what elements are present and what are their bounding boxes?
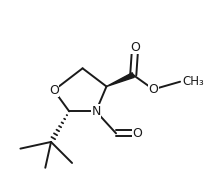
Text: CH₃: CH₃ xyxy=(182,75,204,88)
Text: N: N xyxy=(91,105,101,118)
Text: O: O xyxy=(130,41,140,54)
Polygon shape xyxy=(106,73,134,87)
Text: O: O xyxy=(148,83,158,96)
Text: O: O xyxy=(49,84,59,97)
Text: O: O xyxy=(132,127,142,140)
